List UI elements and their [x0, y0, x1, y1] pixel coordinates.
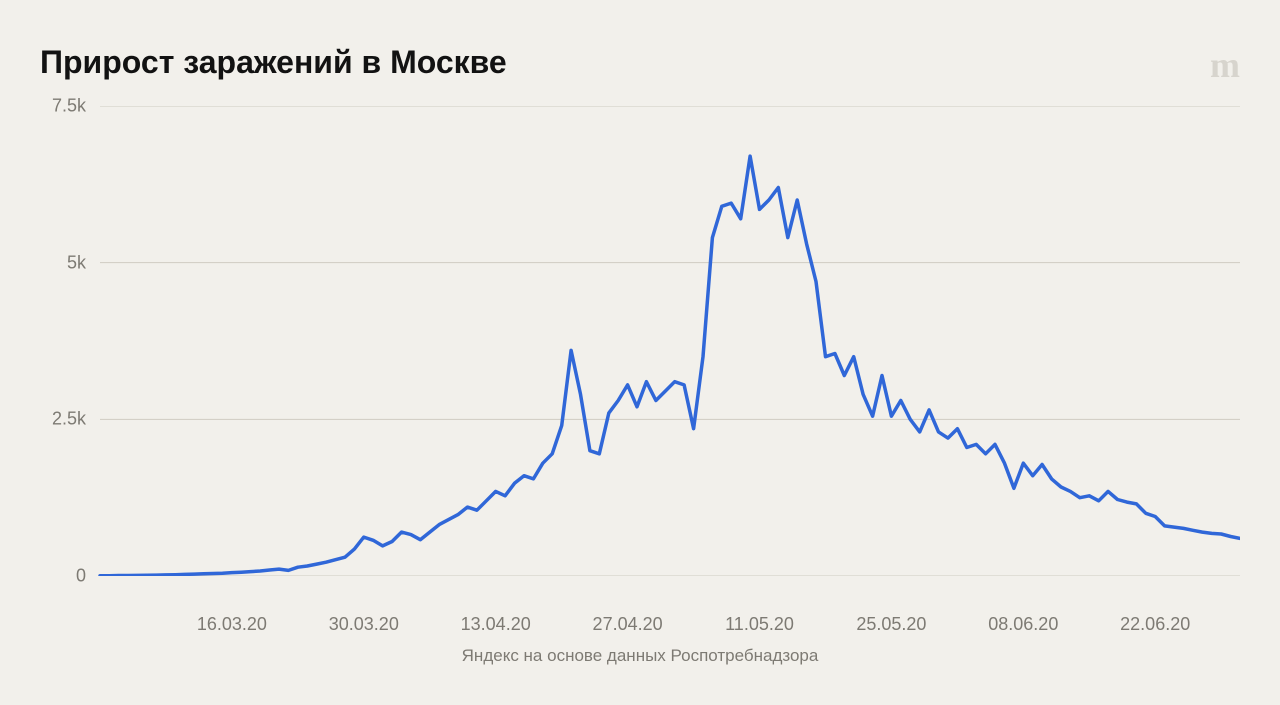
y-tick-label: 2.5k: [52, 409, 86, 430]
y-axis: 02.5k5k7.5k: [40, 106, 100, 576]
chart-container: Прирост заражений в Москве m 0 2.5k 5k 7.5k…: [0, 0, 1280, 705]
x-tick-label: 27.04.20: [593, 614, 663, 635]
x-tick-label: 13.04.20: [461, 614, 531, 635]
chart-title: Прирост заражений в Москве: [40, 44, 507, 81]
x-tick-label: 30.03.20: [329, 614, 399, 635]
logo-icon: m: [1210, 44, 1240, 86]
x-tick-label: 25.05.20: [856, 614, 926, 635]
x-tick-label: 16.03.20: [197, 614, 267, 635]
y-tick-label: 7.5k: [52, 96, 86, 117]
chart-caption: Яндекс на основе данных Роспотребнадзора: [40, 646, 1240, 666]
y-tick-label: 5k: [67, 252, 86, 273]
chart-plot: 02.5k5k7.5k 16.03.2030.03.2013.04.2027.0…: [40, 106, 1240, 576]
header: Прирост заражений в Москве m: [40, 44, 1240, 86]
data-line: [100, 156, 1240, 576]
x-tick-label: 22.06.20: [1120, 614, 1190, 635]
x-tick-label: 11.05.20: [725, 614, 794, 635]
x-tick-label: 08.06.20: [988, 614, 1058, 635]
y-tick-label: 0: [76, 566, 86, 587]
line-chart-svg: [40, 106, 1240, 576]
